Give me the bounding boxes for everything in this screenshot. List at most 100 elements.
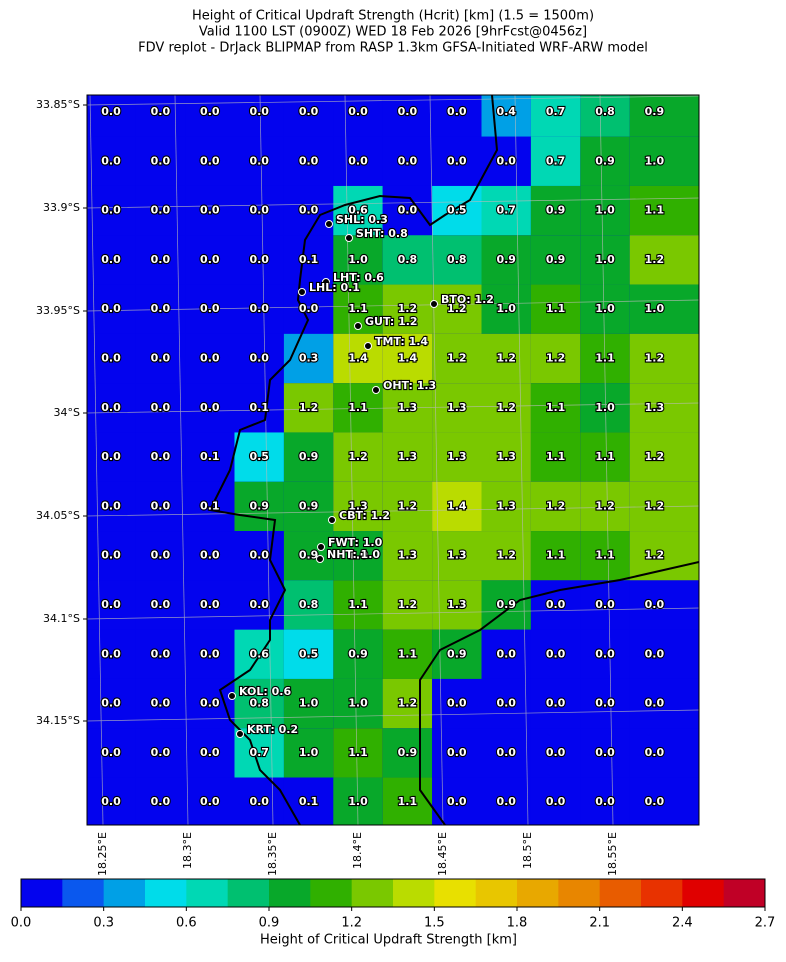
cell-label: 0.0 — [151, 499, 171, 512]
cell — [135, 728, 186, 778]
cell-label: 1.0 — [348, 549, 368, 562]
site-label: TMT: 1.4 — [375, 335, 428, 348]
cell-label: 1.3 — [398, 549, 418, 562]
title-line: Valid 1100 LST (0900Z) WED 18 Feb 2026 [… — [199, 25, 587, 40]
cell-label: 1.0 — [645, 302, 665, 315]
cell-label: 0.9 — [299, 499, 319, 512]
cell — [283, 629, 334, 679]
cell-label: 0.8 — [398, 253, 418, 266]
colorbar-swatch — [310, 879, 353, 907]
cell-label: 0.0 — [447, 697, 467, 710]
cell-label: 0.0 — [299, 154, 319, 167]
cell-label: 0.0 — [200, 204, 220, 217]
colorbar-swatch — [558, 879, 601, 907]
cell-label: 0.0 — [249, 352, 269, 365]
cell-label: 1.0 — [496, 302, 516, 315]
cell — [234, 481, 284, 532]
cell — [185, 678, 235, 729]
cell-label: 1.0 — [299, 746, 319, 759]
title-line: FDV replot - DrJack BLIPMAP from RASP 1.… — [138, 41, 648, 56]
cell-label: 1.0 — [645, 154, 665, 167]
cell-label: 0.0 — [595, 647, 615, 660]
cell — [629, 284, 699, 334]
cell-label: 0.9 — [348, 647, 368, 660]
site-marker — [316, 555, 324, 563]
cell-label: 0.0 — [200, 647, 220, 660]
colorbar-swatch — [599, 879, 642, 907]
cell — [382, 728, 433, 778]
cell-label: 0.0 — [447, 154, 467, 167]
cell — [185, 777, 235, 825]
colorbar-swatch — [393, 879, 435, 907]
cell-label: 0.6 — [249, 647, 269, 660]
cell-label: 0.0 — [151, 598, 171, 611]
cell — [283, 333, 334, 384]
cell — [185, 432, 235, 482]
cell — [481, 432, 531, 482]
cell-label: 0.0 — [595, 697, 615, 710]
cell — [629, 580, 699, 630]
cell — [530, 95, 581, 137]
cell-label: 1.2 — [546, 352, 566, 365]
cell — [432, 432, 482, 482]
cell — [580, 531, 630, 581]
cell — [629, 383, 699, 433]
cell-label: 0.0 — [249, 253, 269, 266]
cell-label: 0.0 — [200, 352, 220, 365]
colorbar-tick-label: 2.1 — [589, 916, 610, 931]
cell — [333, 185, 383, 236]
cell — [530, 728, 581, 778]
cell-label: 1.2 — [645, 253, 665, 266]
cell — [530, 777, 581, 825]
cell — [481, 777, 531, 825]
colorbar-swatch — [475, 879, 518, 907]
cell — [87, 580, 136, 630]
site-marker — [228, 692, 236, 700]
cell-label: 0.0 — [249, 302, 269, 315]
cell — [382, 95, 433, 137]
cell — [185, 383, 235, 433]
site-marker — [328, 516, 336, 524]
cell-label: 0.0 — [546, 795, 566, 808]
cell-label: 0.0 — [151, 352, 171, 365]
cell — [530, 185, 581, 236]
cell-label: 0.0 — [200, 302, 220, 315]
cell — [530, 432, 581, 482]
cell — [580, 777, 630, 825]
cell-label: 0.0 — [200, 598, 220, 611]
cell — [283, 235, 334, 285]
site-label: GUT: 1.2 — [365, 315, 418, 328]
cell — [432, 383, 482, 433]
cell-label: 0.0 — [101, 352, 121, 365]
site-label: OHT: 1.3 — [383, 379, 436, 392]
cell — [580, 481, 630, 532]
cell — [135, 629, 186, 679]
cell-label: 1.0 — [348, 253, 368, 266]
cell-label: 1.4 — [348, 352, 368, 365]
cell — [234, 580, 284, 630]
cell-label: 0.5 — [249, 450, 269, 463]
cell-label: 1.1 — [348, 598, 368, 611]
cell-label: 0.0 — [151, 253, 171, 266]
site-marker — [372, 386, 380, 394]
cell — [382, 432, 433, 482]
cell — [481, 383, 531, 433]
cell-label: 1.1 — [546, 401, 566, 414]
cell — [481, 235, 531, 285]
title-line: Height of Critical Updraft Strength (Hcr… — [192, 9, 594, 24]
cell — [234, 136, 284, 186]
colorbar-swatch — [641, 879, 683, 907]
cell-label: 0.0 — [101, 154, 121, 167]
cell-label: 1.1 — [348, 746, 368, 759]
cell-label: 0.0 — [151, 450, 171, 463]
cell — [530, 136, 581, 186]
cell-label: 0.1 — [299, 253, 319, 266]
cell — [580, 678, 630, 729]
cell-label: 1.3 — [447, 450, 467, 463]
colorbar-tick-label: 2.4 — [672, 916, 693, 931]
cell — [432, 481, 482, 532]
cell-label: 1.3 — [348, 499, 368, 512]
cell-label: 1.0 — [348, 795, 368, 808]
cell — [481, 580, 531, 630]
cell — [580, 728, 630, 778]
